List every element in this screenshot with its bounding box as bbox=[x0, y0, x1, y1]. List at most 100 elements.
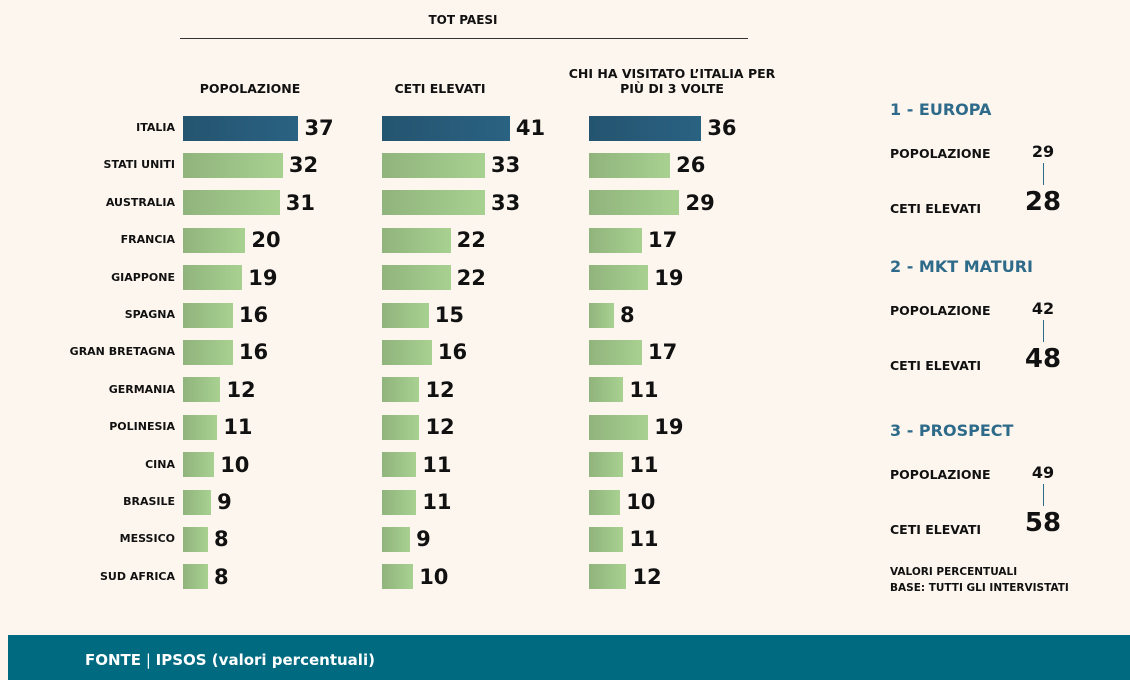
value-label: 17 bbox=[648, 228, 678, 253]
bar bbox=[589, 190, 680, 216]
series-title: CETI ELEVATI bbox=[394, 81, 486, 96]
value-label: 26 bbox=[676, 153, 706, 178]
bar bbox=[382, 115, 510, 141]
value-label: 10 bbox=[220, 452, 250, 477]
category-label: SPAGNA bbox=[124, 308, 175, 321]
value-label: 11 bbox=[422, 490, 452, 514]
bar bbox=[382, 414, 420, 440]
bar bbox=[382, 377, 420, 403]
value-label: 11 bbox=[223, 415, 253, 440]
value-label: 31 bbox=[285, 190, 315, 215]
bar bbox=[183, 190, 280, 216]
category-label: BRASILE bbox=[123, 495, 175, 508]
segment-value: 48 bbox=[1024, 344, 1062, 374]
category-label: CINA bbox=[145, 457, 175, 471]
segment-title: 2 - MKT MATURI bbox=[890, 257, 1033, 276]
value-label: 22 bbox=[456, 228, 486, 253]
segment-value: 49 bbox=[1031, 463, 1055, 482]
category-label: FRANCIA bbox=[120, 233, 175, 247]
connector bbox=[1043, 484, 1044, 506]
row-label: POPOLAZIONE bbox=[890, 467, 991, 482]
value-label: 11 bbox=[629, 377, 659, 402]
bar bbox=[382, 339, 432, 365]
category-label: SUD AFRICA bbox=[100, 569, 175, 583]
footer-note: IPSOS (valori percentuali) bbox=[155, 651, 375, 669]
category-label: MESSICO bbox=[119, 532, 175, 546]
row-label: CETI ELEVATI bbox=[890, 201, 981, 216]
value-label: 33 bbox=[490, 190, 521, 215]
value-label: 33 bbox=[490, 153, 521, 178]
value-label: 37 bbox=[304, 116, 334, 140]
bar bbox=[183, 564, 208, 590]
value-label: 16 bbox=[238, 303, 269, 327]
bar bbox=[589, 339, 643, 365]
footer-separator: | bbox=[145, 651, 151, 669]
value-label: 41 bbox=[515, 116, 546, 140]
value-label: 32 bbox=[288, 153, 319, 178]
segment-value: 29 bbox=[1031, 142, 1055, 161]
bar bbox=[589, 265, 649, 291]
category-label: GIAPPONE bbox=[111, 270, 175, 284]
category-label: ITALIA bbox=[136, 121, 175, 134]
bar bbox=[382, 265, 451, 291]
bar bbox=[589, 526, 624, 552]
footer-bar bbox=[8, 635, 1130, 680]
segment-value: 42 bbox=[1031, 299, 1055, 318]
bar bbox=[382, 489, 417, 515]
bar bbox=[382, 302, 429, 328]
series-title: CHI HA VISITATO L’ITALIA PER PIÙ DI 3 VO… bbox=[568, 66, 776, 96]
bar bbox=[183, 377, 221, 403]
category-label: AUSTRALIA bbox=[105, 195, 175, 209]
bar bbox=[183, 265, 243, 291]
value-label: 8 bbox=[213, 564, 229, 589]
value-label: 12 bbox=[632, 564, 662, 589]
bar bbox=[382, 526, 411, 552]
value-label: 10 bbox=[419, 564, 449, 589]
category-label: STATI UNITI bbox=[103, 158, 175, 172]
bar bbox=[589, 452, 624, 478]
segment-value: 28 bbox=[1024, 187, 1062, 217]
bar bbox=[382, 227, 451, 253]
bar bbox=[589, 115, 702, 141]
value-label: 12 bbox=[425, 377, 455, 402]
value-label: 36 bbox=[707, 116, 737, 140]
value-label: 20 bbox=[251, 228, 281, 253]
row-label: CETI ELEVATI bbox=[890, 522, 981, 537]
bar bbox=[382, 564, 414, 590]
value-label: 11 bbox=[629, 452, 659, 477]
segment-value: 58 bbox=[1024, 508, 1062, 538]
value-label: 22 bbox=[456, 265, 486, 290]
bar bbox=[589, 564, 627, 590]
bar bbox=[382, 152, 485, 178]
note: BASE: TUTTI GLI INTERVISTATI bbox=[890, 582, 1069, 594]
bar bbox=[589, 414, 649, 440]
value-label: 17 bbox=[648, 340, 678, 365]
value-label: 12 bbox=[226, 377, 256, 402]
note: VALORI PERCENTUALI bbox=[890, 566, 1018, 578]
value-label: 11 bbox=[422, 452, 452, 477]
bar bbox=[183, 339, 233, 365]
bar bbox=[183, 152, 283, 178]
value-label: 8 bbox=[213, 527, 229, 552]
bar bbox=[183, 452, 215, 478]
value-label: 11 bbox=[629, 527, 659, 552]
value-label: 16 bbox=[238, 340, 269, 365]
bar bbox=[183, 115, 299, 141]
value-label: 15 bbox=[434, 303, 465, 327]
chart-title: TOT PAESI bbox=[428, 13, 498, 27]
bar bbox=[183, 489, 212, 515]
value-label: 9 bbox=[217, 490, 232, 514]
row-label: CETI ELEVATI bbox=[890, 358, 981, 373]
category-label: GERMANIA bbox=[108, 382, 175, 396]
bar bbox=[589, 152, 671, 178]
row-label: POPOLAZIONE bbox=[890, 303, 991, 318]
category-label: POLINESIA bbox=[109, 420, 175, 434]
bar bbox=[183, 302, 233, 328]
value-label: 19 bbox=[654, 415, 684, 440]
value-label: 8 bbox=[619, 303, 635, 327]
value-label: 29 bbox=[685, 190, 715, 215]
bar bbox=[589, 489, 621, 515]
bar bbox=[589, 377, 624, 403]
value-label: 19 bbox=[654, 265, 684, 290]
